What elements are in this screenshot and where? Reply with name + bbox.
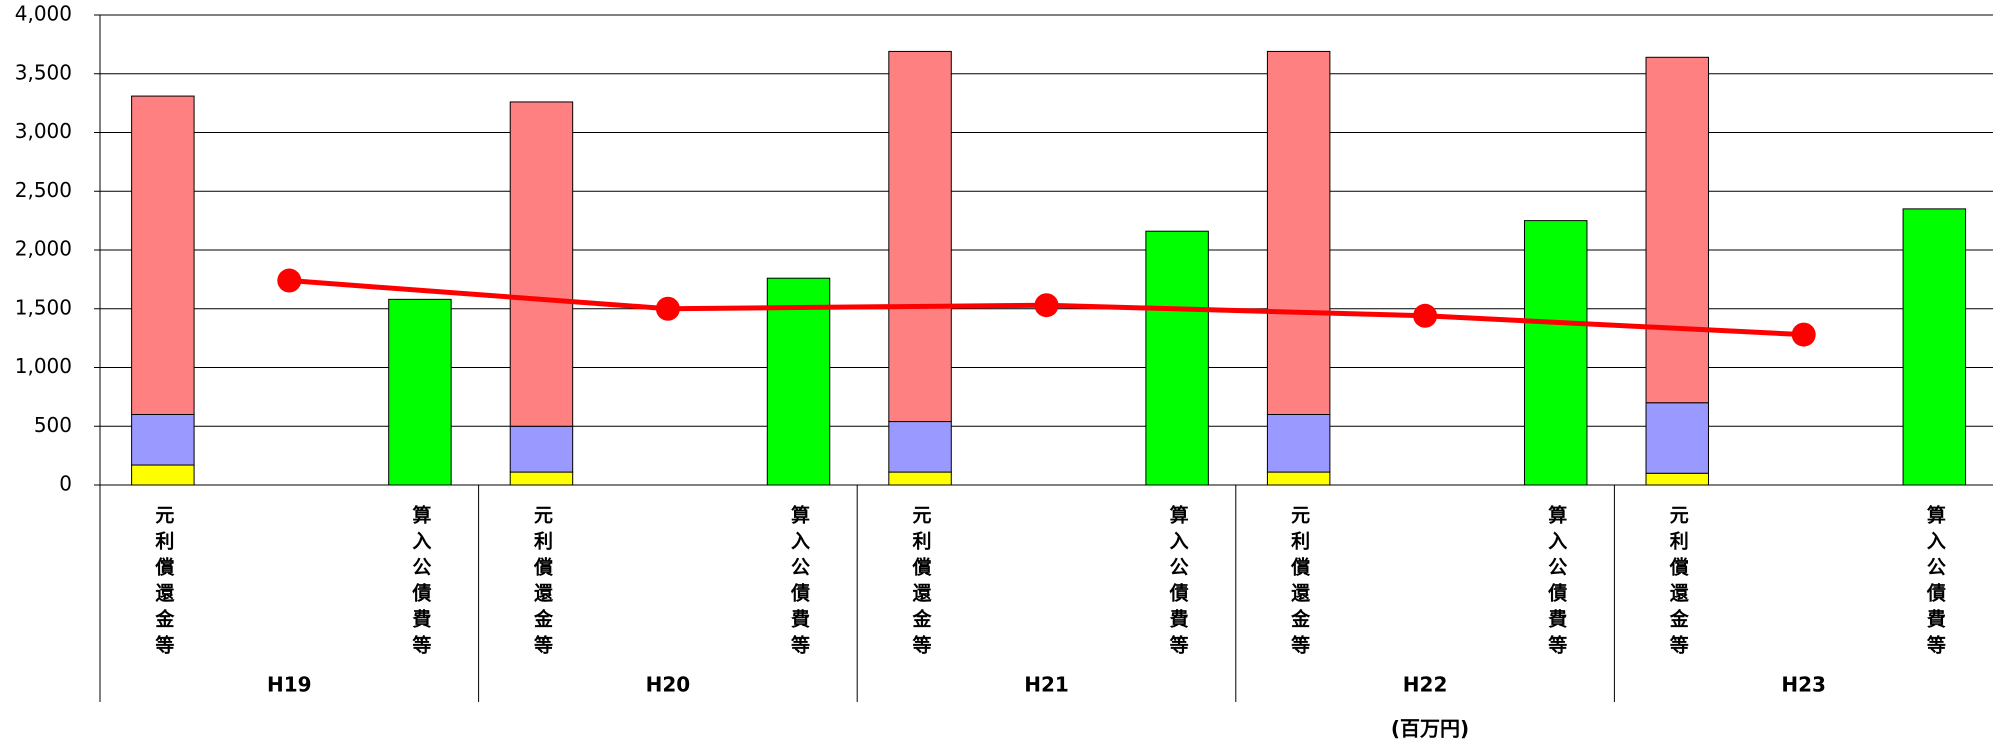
group-label: H19 [267, 673, 312, 697]
bar-label: 元利償還金等 [531, 505, 554, 661]
bar-segment [509, 101, 574, 427]
bar-segment [1645, 472, 1709, 486]
line-marker [655, 296, 680, 321]
bar-label: 算入公債費等 [1924, 504, 1947, 661]
bar-label: 算入公債費等 [1545, 504, 1568, 661]
bar-segment [1266, 414, 1331, 473]
line-marker [1034, 293, 1059, 318]
y-tick-label: 1,500 [15, 295, 72, 319]
group-label: H20 [646, 673, 691, 697]
bar-label: 算入公債費等 [409, 504, 432, 661]
bar-label: 元利償還金等 [910, 505, 933, 661]
bar-label: 算入公債費等 [1167, 504, 1190, 661]
bar-label: 算入公債費等 [788, 504, 811, 661]
y-tick-label: 2,000 [15, 237, 72, 261]
line-marker [1413, 303, 1438, 328]
bar-segment [888, 50, 952, 423]
y-tick-label: 3,000 [15, 119, 72, 143]
bar-segment [888, 471, 952, 486]
bar-segment [131, 95, 195, 415]
y-tick-label: 1,000 [15, 354, 72, 378]
bar-segment [1645, 56, 1709, 404]
line-marker [277, 268, 302, 293]
bar-segment [131, 414, 195, 466]
y-tick-label: 2,500 [15, 178, 72, 202]
bar-label: 元利償還金等 [152, 505, 175, 661]
bar-segment [388, 298, 452, 486]
bar-label: 元利償還金等 [1288, 505, 1311, 661]
bar-label: 元利償還金等 [1667, 505, 1690, 661]
group-label: H23 [1781, 673, 1826, 697]
bar-segment [1523, 220, 1588, 486]
bar-segment [1266, 471, 1331, 486]
bar-segment [888, 421, 952, 473]
bar-segment [1266, 50, 1331, 416]
group-label: H22 [1403, 673, 1448, 697]
bar-segment [509, 471, 574, 486]
y-tick-label: 500 [34, 413, 72, 437]
line-marker [1791, 322, 1816, 347]
group-label: H21 [1024, 673, 1069, 697]
bar-segment [509, 425, 574, 473]
unit-note: (百万円) [1391, 717, 1469, 741]
y-tick-label: 0 [59, 472, 72, 496]
bar-segment [1902, 208, 1967, 486]
bar-segment [766, 277, 831, 486]
y-tick-label: 4,000 [15, 2, 72, 26]
y-tick-label: 3,500 [15, 60, 72, 84]
bar-segment [1645, 402, 1709, 474]
bar-segment [1145, 230, 1209, 486]
bar-segment [131, 464, 195, 486]
